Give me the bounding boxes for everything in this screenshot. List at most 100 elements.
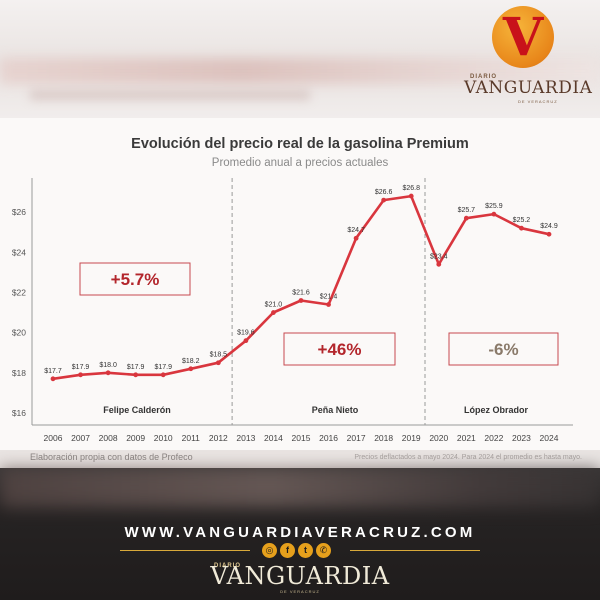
data-label: $17.7 (44, 368, 62, 375)
data-point (215, 360, 221, 366)
facebook-icon[interactable]: f (280, 543, 295, 558)
social-icons-row: ◎ f t ✆ (120, 542, 480, 560)
x-tick-label: 2021 (457, 433, 476, 443)
data-point (408, 193, 414, 199)
y-tick-label: $26 (12, 207, 26, 217)
data-point (546, 231, 552, 237)
price-series (50, 193, 552, 382)
twitter-icon[interactable]: t (298, 543, 313, 558)
x-tick-label: 2009 (126, 433, 145, 443)
data-point (381, 197, 387, 203)
data-point (436, 261, 442, 267)
x-tick-label: 2012 (209, 433, 228, 443)
x-tick-label: 2006 (44, 433, 63, 443)
x-tick-label: 2020 (429, 433, 448, 443)
data-label: $24.7 (347, 227, 365, 234)
x-tick-label: 2011 (182, 433, 201, 443)
data-label: $17.9 (154, 364, 172, 371)
x-tick-label: 2022 (484, 433, 503, 443)
logo-v-mark: V (502, 7, 544, 68)
data-point (353, 235, 359, 241)
data-point (491, 211, 497, 217)
y-tick-label: $24 (12, 247, 26, 257)
logo-sub-text: DE VERACRUZ (518, 99, 558, 104)
y-tick-label: $16 (12, 408, 26, 418)
price-line-chart: Evolución del precio real de la gasolina… (12, 136, 573, 443)
data-label: $19.6 (237, 330, 255, 337)
x-tick-label: 2015 (292, 433, 311, 443)
period-change-label: +46% (318, 340, 362, 359)
data-label: $25.2 (513, 217, 531, 224)
bottom-banner (0, 468, 600, 600)
data-label: $21.0 (265, 302, 283, 309)
y-tick-label: $18 (12, 368, 26, 378)
footnote-bar (0, 450, 600, 468)
data-point (188, 366, 194, 372)
x-tick-label: 2023 (512, 433, 531, 443)
x-tick-label: 2007 (71, 433, 90, 443)
data-point (50, 376, 56, 382)
period-name-label: Peña Nieto (312, 405, 359, 415)
x-tick-label: 2024 (540, 433, 559, 443)
data-label: $21.4 (320, 294, 338, 301)
x-tick-label: 2018 (374, 433, 393, 443)
data-label: $26.6 (375, 189, 393, 196)
period-change-boxes: +5.7% Felipe Calderón +46% Peña Nieto -6% Lóp… (79, 262, 559, 415)
x-tick-label: 2010 (154, 433, 173, 443)
data-label: $17.9 (127, 364, 145, 371)
data-label: $25.9 (485, 203, 503, 210)
x-tick-label: 2008 (99, 433, 118, 443)
data-point (133, 372, 139, 378)
deflation-note: Precios deflactados a mayo 2024. Para 20… (354, 454, 582, 461)
period-change-box (283, 332, 396, 366)
website-url[interactable]: WWW.VANGUARDIAVERACRUZ.COM (124, 524, 476, 541)
data-label: $21.6 (292, 289, 310, 296)
data-label: $23.4 (430, 253, 448, 260)
data-point (298, 298, 304, 303)
chart-title: Evolución del precio real de la gasolina… (131, 136, 469, 152)
data-point (326, 302, 331, 307)
y-tick-label: $22 (12, 287, 26, 297)
data-point (160, 372, 166, 378)
period-change-label: +5.7% (111, 270, 160, 289)
source-note: Elaboración propia con datos de Profeco (30, 452, 193, 462)
chart-panel (0, 118, 600, 468)
bottom-logo-diario: DIARIO (214, 563, 241, 569)
x-tick-label: 2016 (319, 433, 338, 443)
logo-diario-text: DIARIO (470, 74, 497, 80)
data-label: $18.5 (210, 352, 228, 359)
data-point (271, 310, 276, 315)
y-tick-label: $20 (12, 328, 26, 338)
data-point (243, 338, 249, 344)
data-label: $26.8 (402, 185, 420, 192)
bottom-logo-sub: DE VERACRUZ (280, 589, 320, 594)
x-tick-labels: 2006 2007 2008 2009 2010 2011 2012 2013 2014 2015… (44, 433, 559, 443)
whatsapp-icon[interactable]: ✆ (316, 543, 331, 558)
y-tick-labels: $16 $18 $20 $22 $24 $26 (12, 207, 26, 418)
period-change-label: -6% (488, 340, 518, 359)
chart-subtitle: Promedio anual a precios actuales (212, 157, 389, 169)
instagram-icon[interactable]: ◎ (262, 543, 277, 558)
period-dividers (231, 178, 426, 425)
data-point (519, 225, 524, 231)
bottom-logo-name: VANGUARDIA (210, 562, 390, 590)
data-label: $17.9 (72, 364, 90, 371)
period-name-label: López Obrador (464, 405, 528, 415)
period-name-label: Felipe Calderón (103, 405, 171, 415)
period-change-box (79, 262, 191, 296)
vanguardia-logo-top: V DIARIO VANGUARDIA DE VERACRUZ (464, 6, 592, 106)
data-label: $18.2 (182, 358, 200, 365)
data-point (463, 215, 469, 221)
data-label: $24.9 (540, 223, 558, 230)
data-point (105, 370, 111, 376)
data-label: $25.7 (458, 207, 476, 214)
x-tick-label: 2017 (347, 433, 366, 443)
data-labels: $17.7 $17.9 $18.0 $17.9 $17.9 $18.2 $18.5 $19.6… (44, 185, 558, 375)
x-tick-label: 2013 (236, 433, 255, 443)
logo-circle (492, 6, 554, 68)
chart-axes (31, 178, 573, 426)
logo-name-text: VANGUARDIA (464, 78, 593, 98)
data-point (78, 372, 83, 378)
x-tick-label: 2019 (402, 433, 421, 443)
period-change-box (448, 332, 559, 366)
